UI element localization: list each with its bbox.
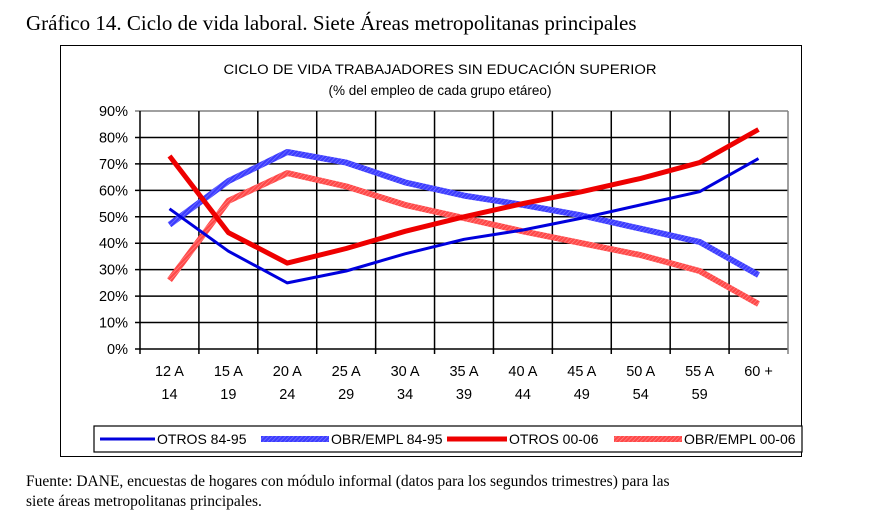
chart-frame (60, 45, 802, 457)
series-line-otros-84-95 (168, 157, 760, 285)
chart-title: CICLO DE VIDA TRABAJADORES SIN EDUCACIÓN… (224, 62, 657, 77)
x-tick-label: 54 (633, 387, 649, 403)
x-tick-label: 30 A (391, 364, 420, 380)
y-tick-label: 80% (99, 130, 128, 146)
x-tick-label: 15 A (214, 364, 243, 380)
y-tick-label: 90% (99, 104, 128, 120)
x-tick-label: 29 (338, 387, 354, 403)
y-tick-label: 0% (107, 342, 128, 358)
series-line-otros-00-06 (167, 127, 760, 266)
document-title: Gráfico 14. Ciclo de vida laboral. Siete… (26, 11, 637, 35)
source-note-line-2: siete áreas metropolitanas principales. (26, 493, 262, 510)
x-axis: 12 A 14 15 A 19 20 A 24 25 A 29 30 A 34 35 A 39 40 A… (155, 364, 773, 403)
source-note: Fuente: DANE, encuestas de hogares con m… (26, 472, 866, 512)
legend-label: OBR/EMPL 00-06 (684, 431, 796, 447)
x-tick-label: 50 A (626, 364, 655, 380)
x-tick-label: 40 A (508, 364, 537, 380)
y-tick-label: 60% (99, 183, 128, 199)
x-tick-label: 49 (574, 387, 590, 403)
legend-label: OTROS 00-06 (509, 431, 599, 447)
y-tick-label: 20% (99, 289, 128, 305)
x-tick-label: 24 (279, 387, 295, 403)
x-tick-label: 44 (515, 387, 531, 403)
y-tick-label: 40% (99, 236, 128, 252)
x-tick-label: 45 A (567, 364, 596, 380)
x-tick-label: 25 A (332, 364, 361, 380)
y-tick-label: 70% (99, 157, 128, 173)
y-tick-label: 50% (99, 210, 128, 226)
y-axis: 0% 10% 20% 30% 40% 50% 60% 70% 80% 90% (99, 104, 128, 358)
legend-label: OTROS 84-95 (157, 431, 247, 447)
legend-label: OBR/EMPL 84-95 (331, 431, 443, 447)
y-tick-label: 10% (99, 316, 128, 332)
x-tick-label: 59 (692, 387, 708, 403)
chart-subtitle: (% del empleo de cada grupo etáreo) (329, 83, 552, 98)
series-line-obr-empl-84-95 (167, 149, 760, 278)
x-tick-label: 39 (456, 387, 472, 403)
x-tick-label: 19 (220, 387, 236, 403)
y-tick-label: 30% (99, 263, 128, 279)
series-lines (167, 127, 760, 307)
x-tick-label: 34 (397, 387, 413, 403)
source-note-line-1: Fuente: DANE, encuestas de hogares con m… (26, 473, 670, 490)
x-tick-label: 14 (161, 387, 177, 403)
x-tick-label: 12 A (155, 364, 184, 380)
x-tick-label: 55 A (685, 364, 714, 380)
x-tick-label: 60 + (744, 364, 773, 380)
legend: OTROS 84-95 OBR/EMPL 84-95 OTROS 00-06 OBR/… (93, 425, 803, 453)
x-tick-label: 20 A (273, 364, 302, 380)
x-tick-label: 35 A (449, 364, 478, 380)
